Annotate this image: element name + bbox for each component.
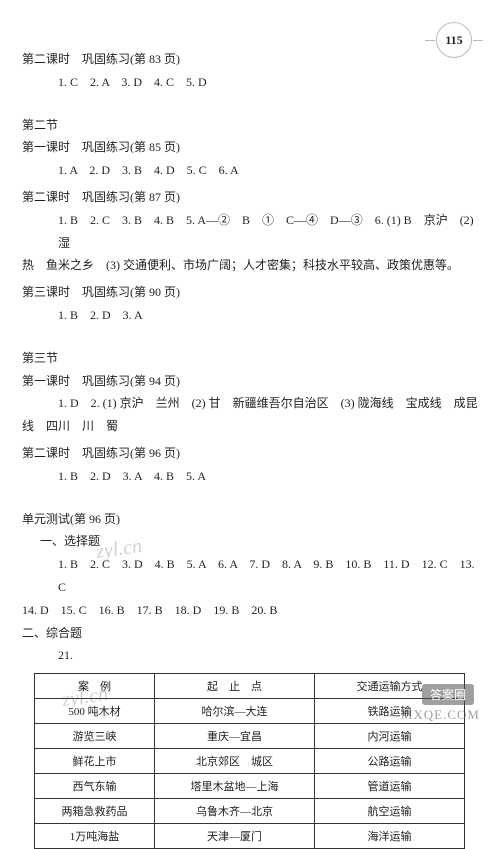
table-header: 案 例	[35, 674, 155, 699]
table-cell: 重庆—宜昌	[155, 724, 315, 749]
table-row: 1万吨海盐 天津—厦门 海洋运输	[35, 824, 465, 849]
table-cell: 鲜花上市	[35, 749, 155, 774]
table-cell: 西气东输	[35, 774, 155, 799]
table-cell: 内河运输	[315, 724, 465, 749]
table-cell: 北京郊区 城区	[155, 749, 315, 774]
table-cell: 海洋运输	[315, 824, 465, 849]
answer-line: 1. C 2. A 3. D 4. C 5. D	[22, 71, 478, 94]
section-heading: 第二节	[22, 114, 478, 137]
page: 115 第二课时 巩固练习(第 83 页) 1. C 2. A 3. D 4. …	[0, 0, 500, 731]
answer-line: 1. B 2. C 3. B 4. B 5. A—② B ① C—④ D—③ 6…	[22, 209, 478, 255]
watermark-badge: 答案圈	[422, 684, 474, 705]
mc-label: 一、选择题	[22, 530, 478, 553]
table-row: 西气东输 塔里木盆地—上海 管道运输	[35, 774, 465, 799]
answer-line: 1. D 2. (1) 京沪 兰州 (2) 甘 新疆维吾尔自治区 (3) 陇海线…	[22, 392, 478, 415]
table-cell: 塔里木盆地—上海	[155, 774, 315, 799]
sub-heading: 第二课时 巩固练习(第 96 页)	[22, 442, 478, 465]
section-heading: 第二课时 巩固练习(第 83 页)	[22, 48, 478, 71]
answer-line-cont: 线 四川 川 蜀	[22, 415, 478, 438]
table-cell: 1万吨海盐	[35, 824, 155, 849]
answer-line: 1. A 2. D 3. B 4. D 5. C 6. A	[22, 159, 478, 182]
watermark-footer: MXQE.COM	[401, 707, 480, 723]
table-cell: 天津—厦门	[155, 824, 315, 849]
table-row: 游览三峡 重庆—宜昌 内河运输	[35, 724, 465, 749]
table-cell: 航空运输	[315, 799, 465, 824]
section-heading: 第三节	[22, 347, 478, 370]
table-cell: 哈尔滨—大连	[155, 699, 315, 724]
page-number-badge: 115	[436, 22, 472, 58]
table-cell: 管道运输	[315, 774, 465, 799]
table-row: 两箱急救药品 乌鲁木齐—北京 航空运输	[35, 799, 465, 824]
answer-line-cont: 热 鱼米之乡 (3) 交通便利、市场广阔；人才密集；科技水平较高、政策优惠等。	[22, 254, 478, 277]
table-header-row: 案 例 起 止 点 交通运输方式	[35, 674, 465, 699]
answer-line: 1. B 2. D 3. A	[22, 304, 478, 327]
table-cell: 乌鲁木齐—北京	[155, 799, 315, 824]
q21-label: 21.	[22, 644, 478, 667]
sub-heading: 第一课时 巩固练习(第 85 页)	[22, 136, 478, 159]
table-header: 起 止 点	[155, 674, 315, 699]
page-number: 115	[445, 33, 462, 48]
table-cell: 游览三峡	[35, 724, 155, 749]
table-cell: 两箱急救药品	[35, 799, 155, 824]
sub-heading: 第三课时 巩固练习(第 90 页)	[22, 281, 478, 304]
table-row: 鲜花上市 北京郊区 城区 公路运输	[35, 749, 465, 774]
sub-heading: 第二课时 巩固练习(第 87 页)	[22, 186, 478, 209]
table-cell: 500 吨木材	[35, 699, 155, 724]
mc-answers: 1. B 2. C 3. D 4. B 5. A 6. A 7. D 8. A …	[22, 553, 478, 599]
sub-heading: 第一课时 巩固练习(第 94 页)	[22, 370, 478, 393]
free-label: 二、综合题	[22, 622, 478, 645]
answer-line: 1. B 2. D 3. A 4. B 5. A	[22, 465, 478, 488]
mc-answers-cont: 14. D 15. C 16. B 17. B 18. D 19. B 20. …	[22, 599, 478, 622]
transport-table: 案 例 起 止 点 交通运输方式 500 吨木材 哈尔滨—大连 铁路运输 游览三…	[34, 673, 465, 849]
section-heading: 单元测试(第 96 页)	[22, 508, 478, 531]
table-cell: 公路运输	[315, 749, 465, 774]
